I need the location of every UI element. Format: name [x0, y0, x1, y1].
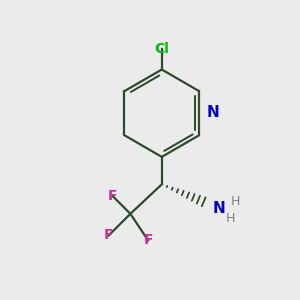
- Text: N: N: [206, 105, 219, 120]
- Text: H: H: [231, 194, 240, 208]
- Text: F: F: [104, 228, 113, 242]
- Text: Cl: Cl: [154, 42, 169, 56]
- Text: H: H: [226, 212, 235, 225]
- Text: F: F: [143, 233, 153, 247]
- Text: F: F: [108, 189, 118, 203]
- Text: N: N: [212, 201, 225, 216]
